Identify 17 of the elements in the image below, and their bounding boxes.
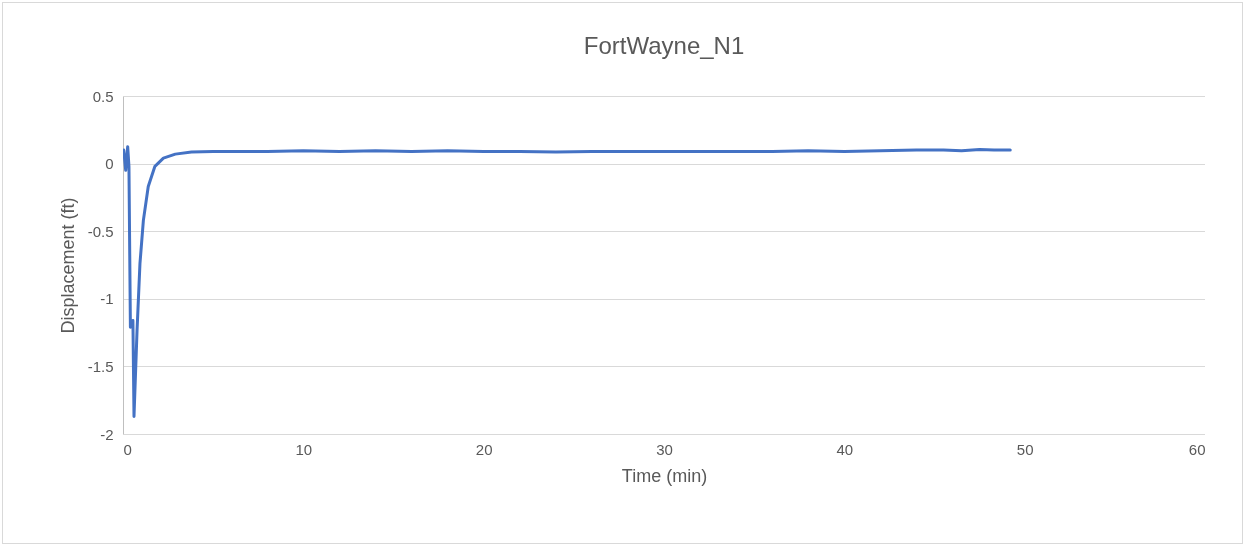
x-axis-title: Time (min) [621, 465, 708, 486]
y-axis-title: Displacement (ft) [57, 197, 78, 334]
x-tick-label: 10 [295, 440, 313, 458]
y-tick-label: -1.5 [87, 357, 114, 375]
y-tick-label: 0 [105, 155, 114, 173]
y-tick-label: 0.5 [92, 87, 114, 105]
x-tick-label: 0 [123, 440, 132, 458]
x-tick-label: 60 [1188, 440, 1206, 458]
y-tick-label: -2 [100, 425, 114, 443]
y-tick-label: -1 [100, 290, 114, 308]
line-series [123, 145, 1012, 418]
x-tick-label: 20 [475, 440, 493, 458]
chart-title: FortWayne_N1 [583, 32, 745, 59]
x-tick-label: 40 [836, 440, 854, 458]
y-tick-label: -0.5 [87, 222, 114, 240]
x-tick-label: 30 [656, 440, 673, 458]
x-tick-label: 50 [1016, 440, 1034, 458]
